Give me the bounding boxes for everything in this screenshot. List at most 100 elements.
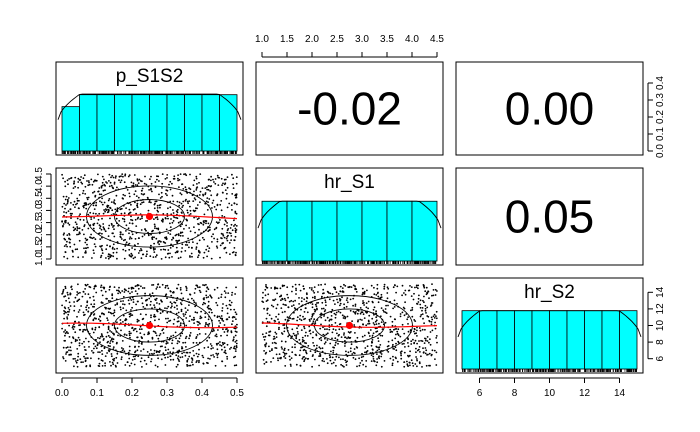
scatter-point [66, 202, 69, 205]
scatter-point [217, 297, 220, 299]
scatter-point [143, 193, 146, 195]
x-tick-label: 0.2 [125, 388, 139, 399]
scatter-point [72, 255, 74, 258]
scatter-point [99, 238, 102, 241]
scatter-point [137, 355, 140, 358]
scatter-point [186, 244, 189, 246]
scatter-point [335, 355, 338, 358]
scatter-point [206, 245, 209, 248]
scatter-point [84, 241, 87, 244]
scatter-point [235, 182, 238, 185]
scatter-point [82, 219, 85, 221]
scatter-point [90, 303, 93, 306]
scatter-point [187, 358, 190, 360]
scatter-point [76, 315, 78, 318]
scatter-point [275, 336, 278, 338]
scatter-point [137, 196, 140, 199]
scatter-point [413, 342, 415, 345]
scatter-point [336, 338, 339, 341]
scatter-point [66, 245, 68, 248]
scatter-point [218, 315, 221, 318]
scatter-point [103, 286, 106, 289]
scatter-point [361, 287, 364, 290]
scatter-point [267, 307, 269, 310]
scatter-point [394, 346, 397, 349]
scatter-point [64, 332, 67, 335]
scatter-point [410, 340, 413, 343]
scatter-point [283, 347, 286, 350]
scatter-point [210, 179, 212, 182]
scatter-point [286, 293, 289, 296]
scatter-point [71, 288, 73, 291]
scatter-point [63, 255, 65, 258]
scatter-point [95, 201, 98, 204]
scatter-point [137, 242, 139, 245]
scatter-point [107, 209, 110, 212]
scatter-point [330, 315, 333, 317]
scatter-point [127, 299, 130, 302]
scatter-point [148, 353, 151, 355]
scatter-point [314, 310, 316, 313]
scatter-point [300, 308, 302, 311]
scatter-point [176, 304, 178, 307]
scatter-point [226, 330, 229, 333]
scatter-point [219, 219, 221, 221]
scatter-point [329, 359, 332, 362]
scatter-point [341, 328, 344, 330]
scatter-point [379, 334, 382, 337]
scatter-point [233, 356, 235, 359]
scatter-point [121, 349, 124, 352]
scatter-point [91, 237, 94, 240]
scatter-point [174, 251, 177, 254]
scatter-point [146, 220, 149, 222]
scatter-point [330, 350, 332, 353]
scatter-point [215, 221, 218, 224]
scatter-point [294, 283, 297, 286]
scatter-point [127, 287, 130, 290]
scatter-point [405, 313, 408, 315]
scatter-point [284, 340, 287, 343]
scatter-point [104, 230, 107, 233]
scatter-point [109, 330, 111, 332]
scatter-point [69, 241, 71, 244]
scatter-point [354, 358, 357, 361]
scatter-point [145, 183, 148, 186]
scatter-point [63, 232, 65, 235]
scatter-point [167, 207, 169, 210]
scatter-point [335, 311, 338, 314]
scatter-point [393, 318, 396, 320]
scatter-point [419, 329, 422, 332]
scatter-point [198, 181, 200, 184]
scatter-point [415, 351, 417, 354]
scatter-point [195, 336, 198, 338]
scatter-point [305, 292, 308, 295]
scatter-point [122, 248, 125, 251]
x-tick-label: 10 [544, 388, 556, 399]
scatter-point [68, 237, 70, 240]
scatter-point [232, 315, 235, 318]
scatter-point [179, 324, 182, 327]
scatter-point [141, 253, 144, 256]
scatter-point [140, 229, 143, 231]
scatter-point [162, 248, 165, 251]
scatter-point [205, 248, 208, 251]
scatter-point [283, 349, 285, 351]
scatter-point [337, 293, 340, 295]
scatter-point [106, 244, 108, 247]
scatter-point [102, 226, 105, 229]
scatter-point [65, 211, 68, 214]
scatter-point [195, 248, 198, 250]
scatter-point [131, 233, 134, 236]
scatter-point [70, 341, 73, 344]
scatter-point [407, 342, 409, 344]
scatter-point [185, 346, 187, 348]
scatter-point [179, 220, 182, 223]
scatter-point [301, 339, 304, 341]
scatter-point [217, 329, 219, 331]
scatter-point [78, 199, 80, 202]
scatter-point [105, 307, 107, 310]
scatter-point [370, 360, 373, 362]
scatter-point [226, 239, 229, 242]
scatter-point [274, 320, 277, 322]
scatter-point [206, 323, 209, 326]
